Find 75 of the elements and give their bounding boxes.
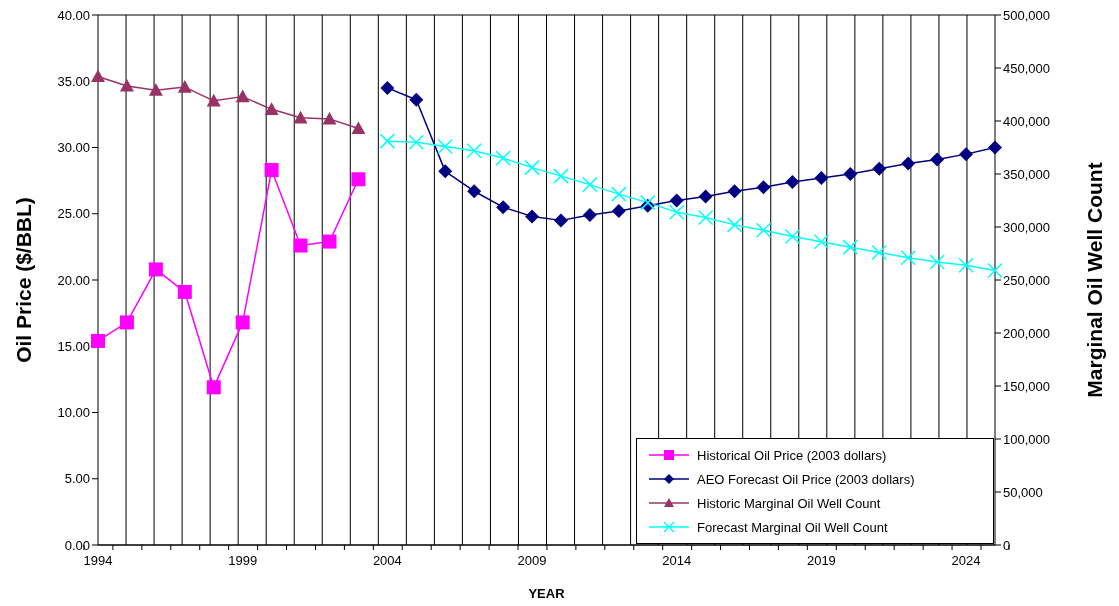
point [119,79,134,92]
point [206,93,221,107]
point [119,315,134,330]
point [756,180,771,195]
y2-tick-label: 50,000 [1003,484,1043,500]
point [669,193,684,208]
legend-label: Historic Marginal Oil Well Count [697,495,881,511]
x-tick-label: 2014 [662,553,692,568]
y2-tick-label: 0 [1003,537,1011,553]
point [235,315,250,330]
y-tick-label: 0.00 [64,537,90,553]
point [177,284,192,299]
point [91,333,105,348]
point [553,213,568,228]
point [930,152,945,167]
point [988,140,1002,155]
y2-tick-label: 200,000 [1003,325,1050,341]
y2-axis-title: Marginal Oil Well Count [1083,162,1107,398]
point [148,262,163,277]
y-tick-label: 20.00 [57,272,90,288]
y2-tick-label: 350,000 [1003,166,1050,182]
y2-tick-label: 450,000 [1003,60,1050,76]
point [872,161,887,176]
point [611,204,626,219]
x-tick-label: 2024 [951,553,981,568]
point [959,147,974,162]
y2-tick-label: 250,000 [1003,272,1050,288]
point [351,172,366,187]
point [727,184,742,199]
legend-label: Forecast Marginal Oil Well Count [697,519,888,535]
point [380,80,395,95]
x-tick-label: 1994 [83,553,113,568]
point [582,208,597,223]
y-axis-title: Oil Price ($/BBL) [12,197,36,363]
y2-tick-label: 300,000 [1003,219,1050,235]
point [206,380,221,395]
y-tick-label: 15.00 [57,338,90,354]
x-axis-title: YEAR [528,586,566,601]
point [698,189,713,204]
point [525,209,540,224]
point [843,167,858,181]
point [293,110,308,124]
point [264,163,279,178]
y2-tick-label: 150,000 [1003,378,1050,394]
point [177,80,192,93]
x-tick-label: 2009 [517,553,547,568]
y2-tick-label: 100,000 [1003,431,1050,447]
point [264,102,279,115]
point [901,156,916,171]
point [235,89,250,103]
point [322,111,337,125]
y-tick-label: 35.00 [57,73,90,89]
point [438,164,453,179]
point [148,83,163,96]
point [409,92,424,107]
y-tick-label: 30.00 [57,140,90,156]
point [91,69,105,83]
x-tick-label: 1999 [228,553,258,568]
point [293,238,308,253]
y2-tick-label: 500,000 [1003,7,1050,23]
point [467,184,482,199]
point [322,234,337,249]
point [351,121,366,135]
point [814,170,829,185]
y-tick-label: 40.00 [57,7,90,23]
point [496,200,511,215]
x-tick-label: 2004 [372,553,402,568]
y-tick-label: 5.00 [64,471,90,487]
point [785,174,800,189]
legend-label: AEO Forecast Oil Price (2003 dollars) [697,471,915,487]
y-tick-label: 25.00 [57,206,90,222]
y2-tick-label: 400,000 [1003,113,1050,129]
y-tick-label: 10.00 [57,405,90,421]
x-tick-label: 2019 [806,553,836,568]
legend-label: Historical Oil Price (2003 dollars) [697,447,887,463]
